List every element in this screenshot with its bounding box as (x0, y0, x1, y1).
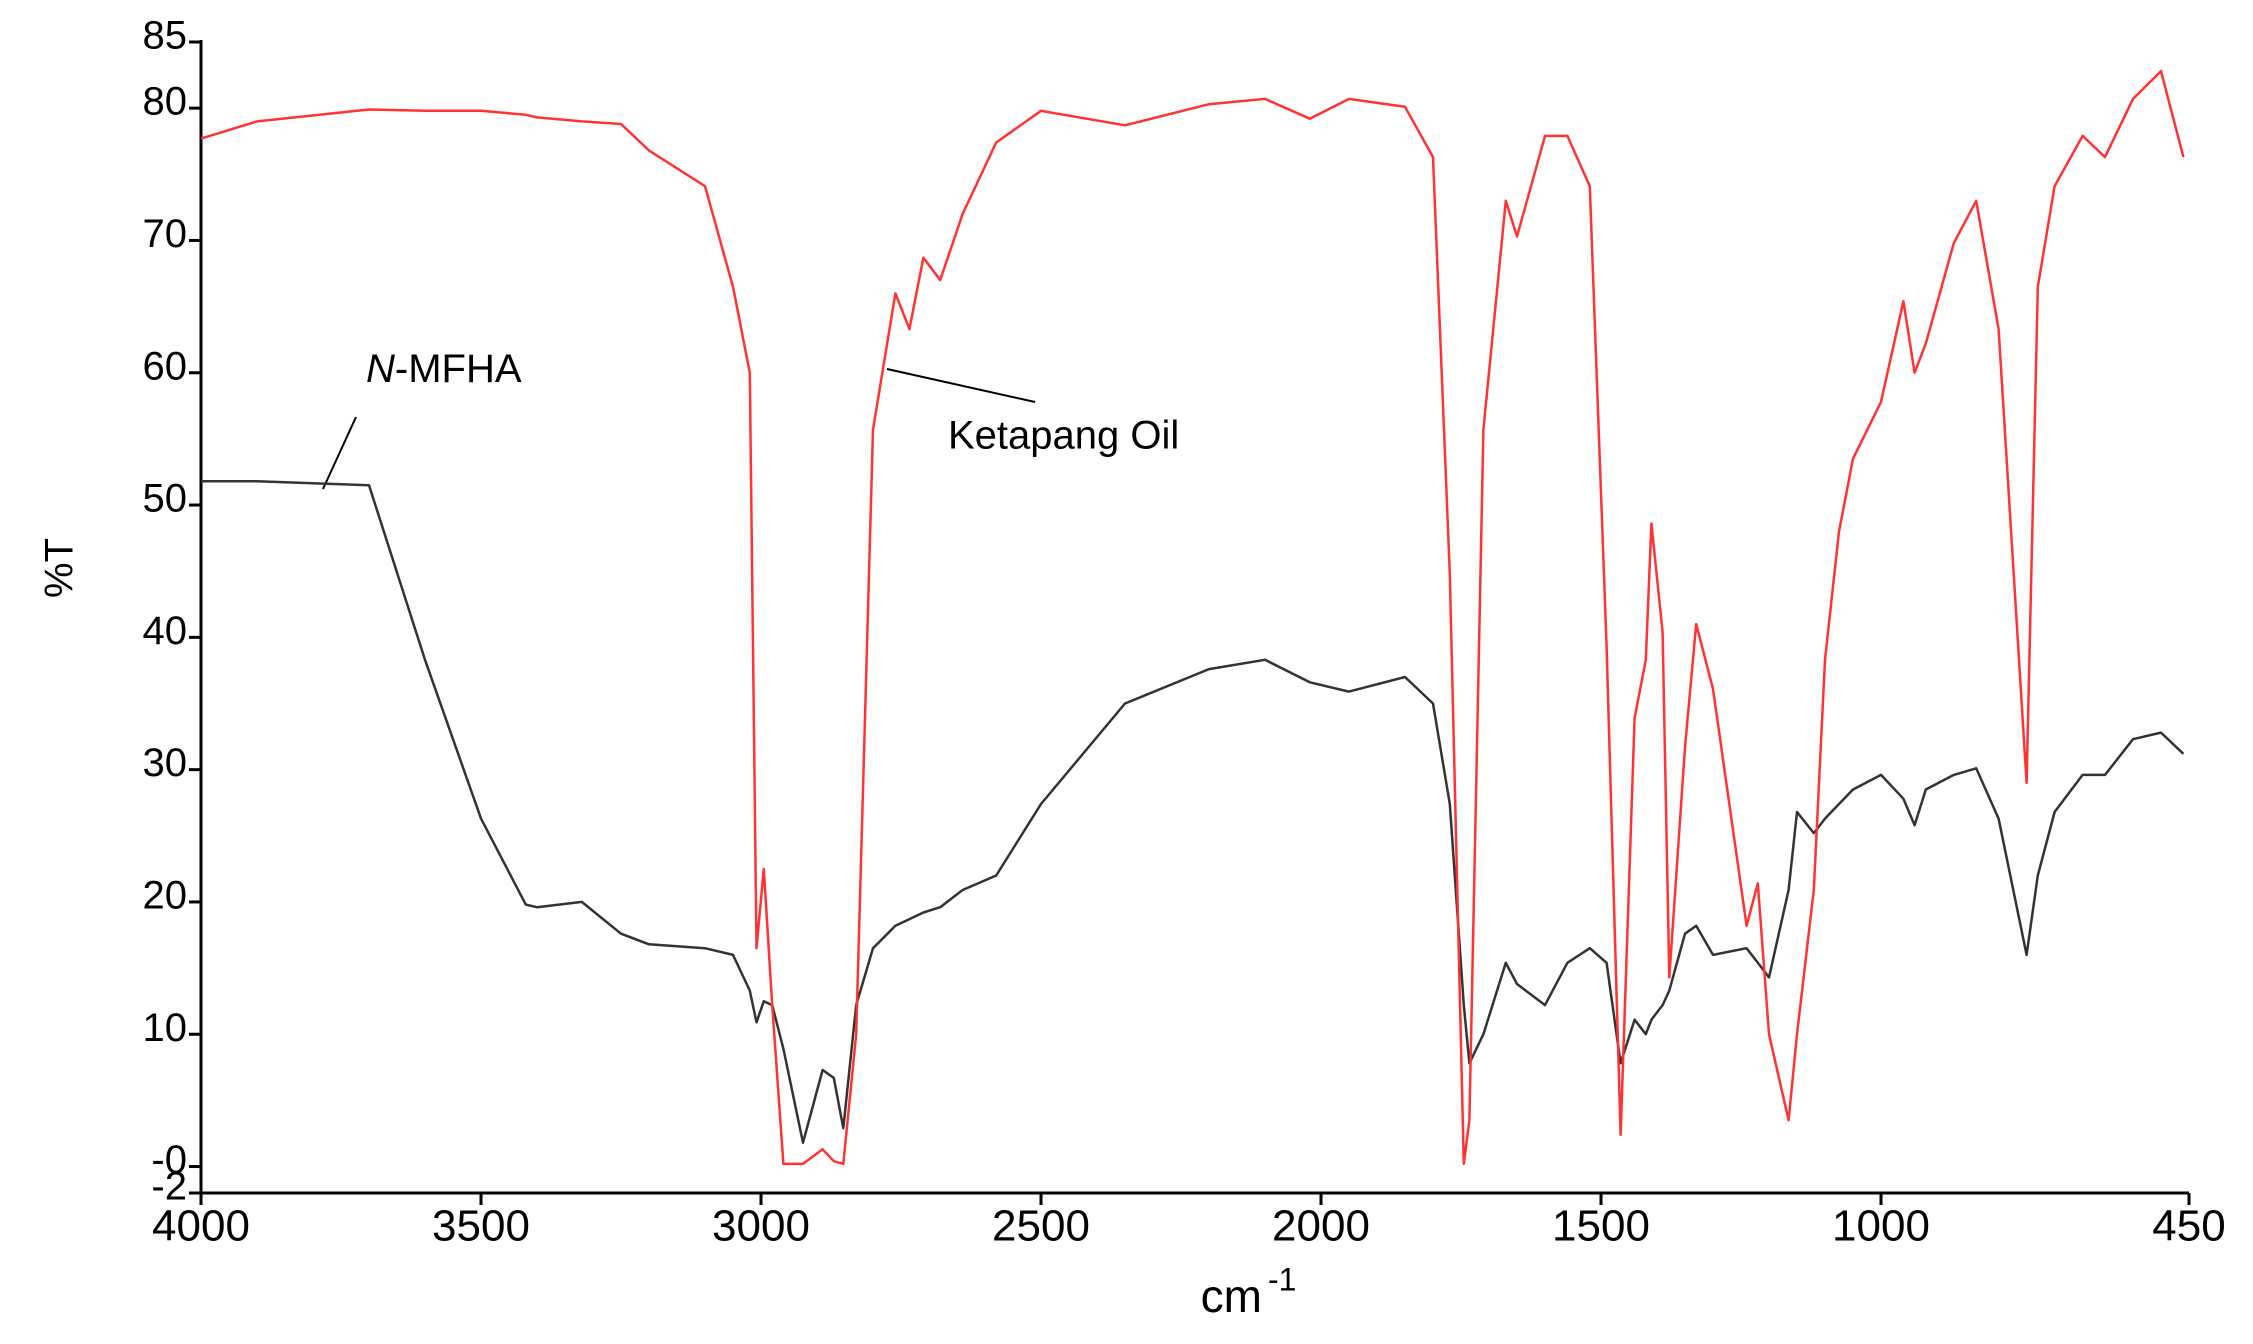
series-annotation: Ketapang Oil (948, 414, 1179, 458)
y-tick-label: 20 (143, 874, 188, 918)
x-tick-label: 2500 (992, 1202, 1090, 1251)
x-axis-label-superscript: -1 (1268, 1261, 1296, 1297)
x-tick-label: 450 (2152, 1202, 2225, 1251)
leader-line (322, 416, 357, 490)
y-tick-label: 30 (143, 741, 188, 785)
leader-line (886, 368, 1036, 403)
y-tick-label: 50 (143, 477, 188, 521)
x-tick-label: 3000 (712, 1202, 810, 1251)
y-tick-label: 70 (143, 212, 188, 256)
y-tick-label: -2 (151, 1165, 187, 1209)
spectrum-line (201, 479, 2185, 1144)
y-tick-label: 10 (143, 1006, 188, 1050)
x-tick-label: 3500 (432, 1202, 530, 1251)
y-tick-label: 80 (143, 80, 188, 124)
spectrum-line (200, 69, 2185, 1166)
x-tick-label: 1000 (1832, 1202, 1930, 1251)
y-tick-label: 60 (143, 344, 188, 388)
y-tick-label: 85 (143, 14, 188, 58)
x-axis-label: cm (1201, 1270, 1262, 1322)
y-tick-label: 40 (143, 609, 188, 653)
series-annotation: N-MFHA (366, 347, 522, 391)
x-tick-label: 1500 (1552, 1202, 1650, 1251)
x-tick-label: 2000 (1272, 1202, 1370, 1251)
y-axis-label: %T (38, 538, 82, 598)
x-tick-label: 4000 (152, 1202, 250, 1251)
y-tick-label: -0 (151, 1138, 187, 1182)
